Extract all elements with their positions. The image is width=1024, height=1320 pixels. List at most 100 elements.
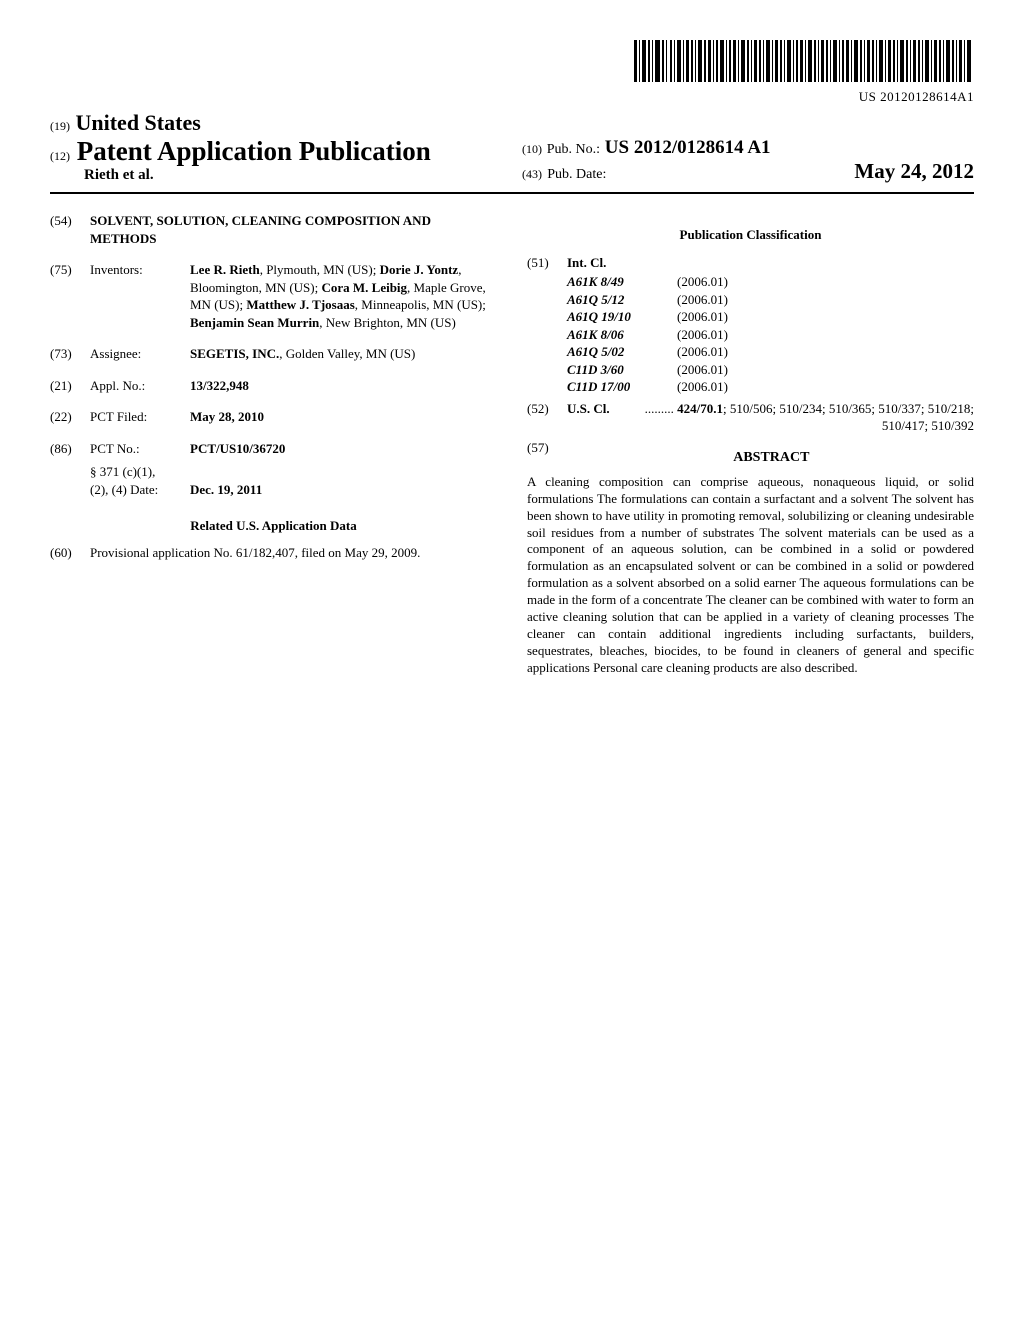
applno-row: (21) Appl. No.: 13/322,948 bbox=[50, 377, 497, 395]
intcl-item: A61Q 5/12(2006.01) bbox=[527, 291, 974, 309]
patent-title: SOLVENT, SOLUTION, CLEANING COMPOSITION … bbox=[90, 212, 497, 247]
pctfiled-row: (22) PCT Filed: May 28, 2010 bbox=[50, 408, 497, 426]
abstract-text: A cleaning composition can comprise aque… bbox=[527, 474, 974, 677]
pubdate-line: (43) Pub. Date: May 24, 2012 bbox=[522, 159, 974, 184]
right-column: Publication Classification (51) Int. Cl.… bbox=[527, 212, 974, 677]
patent-page: US 20120128614A1 (19) United States (12)… bbox=[0, 0, 1024, 1320]
pctfiled-code: (22) bbox=[50, 408, 90, 426]
pubno-line: (10) Pub. No.: US 2012/0128614 A1 bbox=[522, 137, 974, 159]
pubno-label: Pub. No.: bbox=[547, 142, 600, 157]
intcl-year: (2006.01) bbox=[677, 378, 974, 396]
intcl-list: A61K 8/49(2006.01) A61Q 5/12(2006.01) A6… bbox=[527, 273, 974, 396]
pubclass-header: Publication Classification bbox=[527, 226, 974, 244]
intcl-item: A61Q 5/02(2006.01) bbox=[527, 343, 974, 361]
uscl-dots: ......... bbox=[645, 401, 678, 416]
provisional-row: (60) Provisional application No. 61/182,… bbox=[50, 544, 497, 562]
barcode-number: US 20120128614A1 bbox=[50, 89, 974, 105]
pctno-row: (86) PCT No.: PCT/US10/36720 bbox=[50, 440, 497, 458]
provisional-text: Provisional application No. 61/182,407, … bbox=[90, 544, 497, 562]
country-line: (19) United States bbox=[50, 110, 502, 136]
inventor-loc: , New Brighton, MN (US) bbox=[319, 315, 456, 330]
inventors-code: (75) bbox=[50, 261, 90, 331]
abstract-header: ABSTRACT bbox=[527, 449, 974, 468]
code-12: (12) bbox=[50, 149, 70, 163]
pubno-value: US 2012/0128614 A1 bbox=[605, 137, 771, 158]
intcl-class: A61Q 19/10 bbox=[527, 308, 677, 326]
intcl-class: A61K 8/06 bbox=[527, 326, 677, 344]
intcl-class: A61Q 5/12 bbox=[527, 291, 677, 309]
uscl-rest: ; 510/506; 510/234; 510/365; 510/337; 51… bbox=[723, 401, 974, 434]
intcl-year: (2006.01) bbox=[677, 326, 974, 344]
header-right: (10) Pub. No.: US 2012/0128614 A1 (43) P… bbox=[502, 137, 974, 184]
country-name: United States bbox=[76, 110, 201, 135]
pub-type: Patent Application Publication bbox=[77, 136, 431, 166]
assignee-code: (73) bbox=[50, 345, 90, 363]
provisional-code: (60) bbox=[50, 544, 90, 562]
intcl-item: A61Q 19/10(2006.01) bbox=[527, 308, 974, 326]
inventor-name: Matthew J. Tjosaas bbox=[246, 297, 354, 312]
inventors-label: Inventors: bbox=[90, 261, 190, 331]
code-43: (43) bbox=[522, 167, 542, 181]
title-code: (54) bbox=[50, 212, 90, 247]
pub-type-line: (12) Patent Application Publication bbox=[50, 136, 502, 167]
intcl-year: (2006.01) bbox=[677, 273, 974, 291]
assignee-loc: , Golden Valley, MN (US) bbox=[279, 346, 415, 361]
intcl-class: A61K 8/49 bbox=[527, 273, 677, 291]
inventor-name: Dorie J. Yontz bbox=[380, 262, 459, 277]
s371-code bbox=[50, 463, 90, 498]
authors-line: Rieth et al. bbox=[84, 167, 502, 184]
intcl-year: (2006.01) bbox=[677, 361, 974, 379]
abstract-section: (57) ABSTRACT A cleaning composition can… bbox=[527, 439, 974, 677]
pctfiled-value: May 28, 2010 bbox=[190, 408, 497, 426]
header-section: (19) United States (12) Patent Applicati… bbox=[50, 110, 974, 194]
applno-code: (21) bbox=[50, 377, 90, 395]
intcl-year: (2006.01) bbox=[677, 343, 974, 361]
content-columns: (54) SOLVENT, SOLUTION, CLEANING COMPOSI… bbox=[50, 212, 974, 677]
intcl-item: C11D 3/60(2006.01) bbox=[527, 361, 974, 379]
intcl-class: C11D 3/60 bbox=[527, 361, 677, 379]
applno-value: 13/322,948 bbox=[190, 377, 497, 395]
intcl-item: A61K 8/49(2006.01) bbox=[527, 273, 974, 291]
s371-line1: § 371 (c)(1), bbox=[90, 463, 190, 481]
uscl-label: U.S. Cl. bbox=[567, 400, 622, 435]
uscl-primary: 424/70.1 bbox=[677, 401, 723, 416]
uscl-value: ......... 424/70.1; 510/506; 510/234; 51… bbox=[622, 400, 974, 435]
s371-row: § 371 (c)(1), (2), (4) Date: Dec. 19, 20… bbox=[50, 463, 497, 498]
inventor-name: Benjamin Sean Murrin bbox=[190, 315, 319, 330]
pctno-code: (86) bbox=[50, 440, 90, 458]
related-header: Related U.S. Application Data bbox=[50, 517, 497, 535]
intcl-class: C11D 17/00 bbox=[527, 378, 677, 396]
intcl-code: (51) bbox=[527, 254, 567, 272]
s371-line2: (2), (4) Date: bbox=[90, 481, 190, 499]
inventor-loc: , Minneapolis, MN (US); bbox=[355, 297, 486, 312]
barcode-icon bbox=[634, 40, 974, 87]
code-19: (19) bbox=[50, 119, 70, 133]
uscl-row: (52) U.S. Cl. ......... 424/70.1; 510/50… bbox=[527, 400, 974, 435]
inventors-row: (75) Inventors: Lee R. Rieth, Plymouth, … bbox=[50, 261, 497, 331]
s371-label: § 371 (c)(1), (2), (4) Date: bbox=[90, 463, 190, 498]
pubdate-label: Pub. Date: bbox=[547, 167, 606, 182]
pctno-label: PCT No.: bbox=[90, 440, 190, 458]
header-left: (19) United States (12) Patent Applicati… bbox=[50, 110, 502, 184]
pctno-value: PCT/US10/36720 bbox=[190, 440, 497, 458]
abstract-code: (57) bbox=[527, 439, 549, 457]
intcl-year: (2006.01) bbox=[677, 308, 974, 326]
barcode-area: US 20120128614A1 bbox=[50, 40, 974, 105]
pubdate-value: May 24, 2012 bbox=[854, 159, 974, 184]
inventor-loc: , Plymouth, MN (US); bbox=[260, 262, 380, 277]
intcl-year: (2006.01) bbox=[677, 291, 974, 309]
assignee-value: SEGETIS, INC., Golden Valley, MN (US) bbox=[190, 345, 497, 363]
left-column: (54) SOLVENT, SOLUTION, CLEANING COMPOSI… bbox=[50, 212, 497, 677]
assignee-label: Assignee: bbox=[90, 345, 190, 363]
pctfiled-label: PCT Filed: bbox=[90, 408, 190, 426]
intcl-label: Int. Cl. bbox=[567, 254, 974, 272]
assignee-name: SEGETIS, INC. bbox=[190, 346, 279, 361]
assignee-row: (73) Assignee: SEGETIS, INC., Golden Val… bbox=[50, 345, 497, 363]
intcl-item: A61K 8/06(2006.01) bbox=[527, 326, 974, 344]
uscl-code: (52) bbox=[527, 400, 567, 435]
inventor-name: Cora M. Leibig bbox=[321, 280, 407, 295]
code-10: (10) bbox=[522, 142, 542, 156]
applno-label: Appl. No.: bbox=[90, 377, 190, 395]
title-row: (54) SOLVENT, SOLUTION, CLEANING COMPOSI… bbox=[50, 212, 497, 247]
intcl-item: C11D 17/00(2006.01) bbox=[527, 378, 974, 396]
